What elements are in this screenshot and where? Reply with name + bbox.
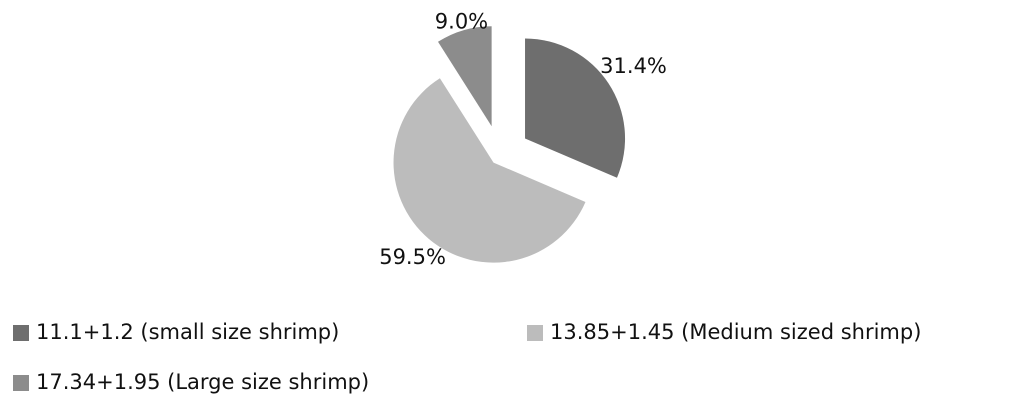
data-label: 9.0% [435,9,488,33]
pie-slice [393,78,586,263]
legend-swatch [13,375,29,391]
pie-slice [525,38,626,178]
legend-swatch [13,325,29,341]
data-label: 31.4% [600,54,667,78]
legend-label: 17.34+1.95 (Large size shrimp) [36,370,369,394]
legend-label: 13.85+1.45 (Medium sized shrimp) [550,320,921,344]
pie-slice [437,26,492,127]
legend-swatch [527,325,543,341]
data-label: 59.5% [379,245,446,269]
legend-label: 11.1+1.2 (small size shrimp) [36,320,339,344]
